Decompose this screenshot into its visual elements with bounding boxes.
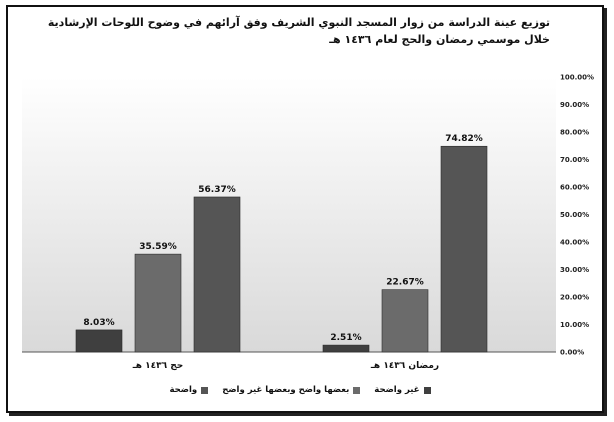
- bar: [75, 329, 123, 353]
- data-label: 22.67%: [386, 278, 424, 288]
- legend-label: بعضها واضح وبعضها غير واضح: [222, 385, 350, 395]
- y-tick-label: 30.00%: [560, 266, 589, 274]
- y-tick-label: 80.00%: [560, 129, 589, 137]
- data-label: 56.37%: [198, 185, 236, 195]
- y-tick-label: 60.00%: [560, 184, 589, 192]
- data-label: 8.03%: [83, 318, 114, 328]
- y-tick-label: 100.00%: [560, 74, 594, 82]
- bar: [440, 145, 488, 353]
- chart-title-block: توزيع عينة الدراسة من زوار المسجد النبوي…: [40, 14, 550, 48]
- y-tick-label: 40.00%: [560, 239, 589, 247]
- bar: [322, 344, 370, 353]
- data-label: 2.51%: [330, 333, 361, 343]
- bar: [134, 253, 182, 353]
- data-label: 35.59%: [139, 242, 177, 252]
- legend-swatch: [423, 386, 431, 394]
- y-tick-label: 70.00%: [560, 156, 589, 164]
- y-tick-label: 10.00%: [560, 321, 589, 329]
- y-tick-label: 50.00%: [560, 211, 589, 219]
- legend-item: غير واضحة: [374, 385, 431, 395]
- legend-item: واضحة: [170, 385, 209, 395]
- chart-legend: غير واضحة بعضها واضح وبعضها غير واضح واضحة: [120, 385, 480, 395]
- bar: [193, 196, 241, 353]
- data-label: 74.82%: [445, 134, 483, 144]
- category-label: حج ١٤٣٦ هـ: [132, 361, 184, 371]
- legend-swatch: [201, 386, 209, 394]
- legend-label: واضحة: [169, 385, 198, 395]
- legend-item: بعضها واضح وبعضها غير واضح: [222, 385, 361, 395]
- y-tick-label: 20.00%: [560, 294, 589, 302]
- legend-label: غير واضحة: [374, 385, 420, 395]
- category-label: رمضان ١٤٣٦ هـ: [370, 361, 439, 371]
- y-tick-label: 90.00%: [560, 101, 589, 109]
- chart-title: توزيع عينة الدراسة من زوار المسجد النبوي…: [47, 16, 550, 29]
- y-tick-label: 0.00%: [560, 349, 584, 357]
- legend-swatch: [353, 386, 361, 394]
- bar: [381, 289, 429, 353]
- chart-subtitle: خلال موسمي رمضان والحج لعام ١٤٣٦ هـ: [329, 33, 550, 46]
